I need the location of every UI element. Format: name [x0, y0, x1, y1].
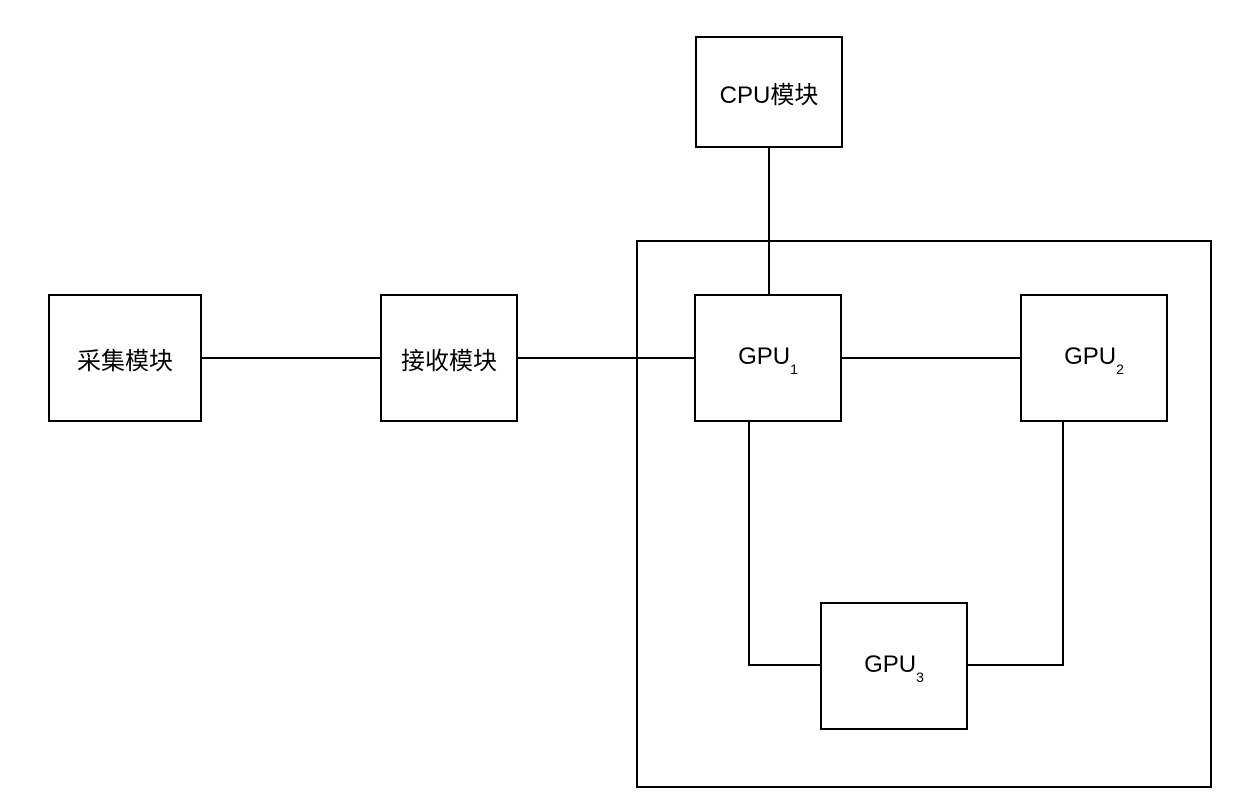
edge-receive-gpu1 — [518, 357, 694, 359]
collect-module-box: 采集模块 — [48, 294, 202, 422]
gpu3-box: GPU3 — [820, 602, 968, 730]
gpu1-label: GPU1 — [738, 343, 798, 373]
edge-gpu1-gpu3-h — [748, 664, 820, 666]
edge-gpu2-gpu3-v — [1062, 422, 1064, 666]
edge-gpu1-gpu3-v — [748, 422, 750, 666]
edge-collect-receive — [202, 357, 380, 359]
edge-gpu1-gpu2 — [842, 357, 1020, 359]
gpu1-box: GPU1 — [694, 294, 842, 422]
collect-module-label: 采集模块 — [77, 341, 173, 376]
edge-cpu-gpu1 — [768, 148, 770, 294]
gpu2-box: GPU2 — [1020, 294, 1168, 422]
gpu3-label: GPU3 — [864, 651, 924, 681]
cpu-module-label: CPU模块 — [720, 75, 819, 110]
gpu2-label: GPU2 — [1064, 343, 1124, 373]
receive-module-box: 接收模块 — [380, 294, 518, 422]
edge-gpu2-gpu3-h — [968, 664, 1064, 666]
receive-module-label: 接收模块 — [401, 341, 497, 376]
cpu-module-box: CPU模块 — [695, 36, 843, 148]
